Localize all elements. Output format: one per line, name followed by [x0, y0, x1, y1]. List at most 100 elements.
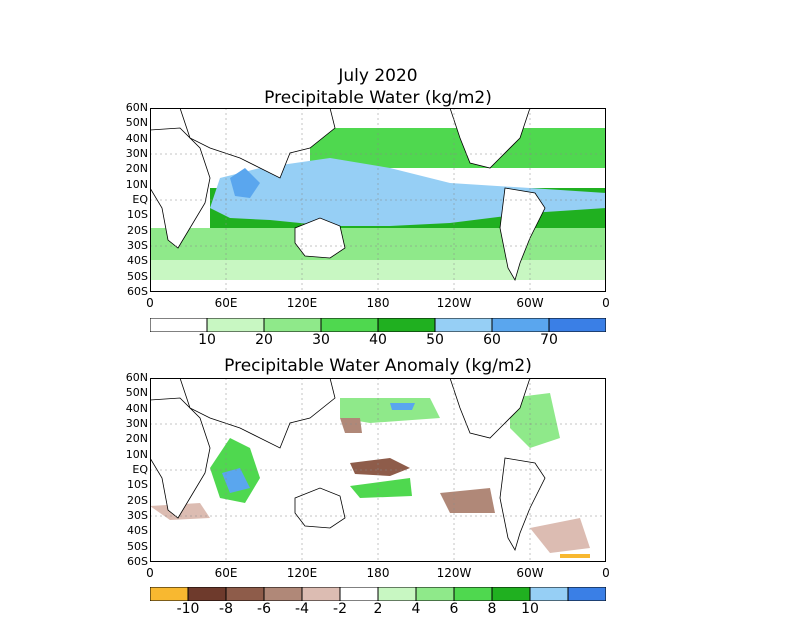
colorbar-label: 2	[373, 601, 383, 617]
colorbar-swatch	[434, 317, 493, 333]
lat-label: 20S	[127, 223, 148, 237]
grid-2	[150, 378, 606, 562]
colorbar-label: 6	[449, 601, 459, 617]
lon-axis-bottom: 0 60E 120E 180 120W 60W 0	[146, 566, 610, 580]
anomaly-neg-extreme	[560, 554, 590, 558]
lat-label: 50N	[125, 116, 148, 130]
continent-eurasia-2	[179, 378, 336, 449]
lat-label: 30S	[127, 509, 148, 522]
anomaly-pos-atlantic	[510, 393, 560, 448]
lat-axis-bottom: 60N 50N 40N 30N 20N 10N EQ 10S 20S 30S 40S 50S 60S	[100, 372, 148, 568]
lon-label: 120E	[286, 566, 318, 580]
lat-label: 20N	[125, 162, 148, 176]
lat-label: 60N	[125, 371, 148, 384]
lon-label: 60E	[214, 296, 238, 310]
colorbar-swatch	[567, 586, 607, 602]
lat-label: 50S	[127, 269, 148, 283]
colorbar-swatch	[206, 317, 265, 333]
lat-label: 30N	[125, 417, 148, 430]
continent-africa-2	[150, 397, 211, 519]
lon-label: 120W	[436, 566, 472, 580]
lon-label: 60W	[516, 566, 544, 580]
lon-label: 0	[602, 566, 610, 580]
lat-label: 60S	[127, 555, 148, 568]
lat-label: 60S	[127, 285, 148, 298]
colorbar-label: 50	[426, 332, 444, 348]
colorbar-label: 4	[411, 601, 421, 617]
lat-label: 40S	[127, 254, 148, 268]
chart-title: Precipitable Water (kg/m2)	[264, 88, 492, 108]
lat-label: 50S	[127, 539, 148, 553]
continent-australia	[294, 217, 346, 259]
continent-eurasia	[179, 108, 336, 179]
colorbar-swatch	[149, 317, 208, 333]
colorbar-label: 30	[312, 332, 330, 348]
colorbar-label: -2	[333, 601, 347, 617]
lon-axis-top: 0 60E 120E 180 120W 60W 0	[146, 296, 610, 310]
lon-label: 0	[146, 566, 154, 580]
lat-label: 40N	[125, 401, 148, 415]
lon-label: 0	[146, 296, 154, 310]
colorbar-bottom	[149, 586, 607, 602]
colorbar-swatch	[339, 586, 379, 602]
lat-label: 60N	[125, 101, 148, 114]
colorbar-bottom-labels: -10 -8 -6 -4 -2 2 4 6 8 10	[150, 601, 606, 617]
lat-label: EQ	[132, 193, 148, 206]
lat-label: 20S	[127, 493, 148, 507]
lon-label: 120W	[436, 296, 472, 310]
colorbar-top-labels: 10 20 30 40 50 60 70	[150, 332, 606, 348]
continent-australia-2	[294, 487, 346, 529]
lon-label: 0	[602, 296, 610, 310]
continent-africa	[150, 127, 211, 249]
anomaly-pos-indian-core	[222, 468, 250, 493]
precip-water-map	[150, 108, 606, 292]
colorbar-label: 40	[369, 332, 387, 348]
band-north-mid	[310, 128, 606, 168]
anomaly-neg-south-atlantic	[530, 518, 590, 553]
warm-pool-core	[230, 168, 260, 198]
colorbar-swatch	[548, 317, 607, 333]
lat-label: 10S	[127, 478, 148, 492]
grid	[150, 108, 606, 292]
continent-north-america-2	[449, 378, 531, 439]
lat-label: 10N	[125, 447, 148, 461]
colorbar-label: -4	[295, 601, 309, 617]
lat-label: 20N	[125, 432, 148, 446]
colorbar-top	[149, 317, 607, 333]
lat-label: 40S	[127, 524, 148, 538]
lon-label: 60E	[214, 566, 238, 580]
lon-label: 120E	[286, 296, 318, 310]
anomaly-neg-north-pac	[340, 418, 362, 433]
colorbar-swatch	[320, 317, 379, 333]
continent-south-america-2	[499, 457, 546, 552]
colorbar-label: 20	[255, 332, 273, 348]
colorbar-label: -6	[257, 601, 271, 617]
anomaly-pos-pacific-n	[340, 398, 440, 423]
colorbar-label: 8	[487, 601, 497, 617]
lat-label: 10S	[127, 208, 148, 222]
colorbar-swatch	[415, 586, 455, 602]
lat-label: 30S	[127, 239, 148, 252]
anomaly-title: Precipitable Water Anomaly (kg/m2)	[224, 356, 532, 376]
lat-label: 50N	[125, 386, 148, 400]
lat-label: 10N	[125, 177, 148, 191]
precip-water-anomaly-map	[150, 378, 606, 562]
colorbar-swatch	[149, 586, 189, 602]
colorbar-label: 10	[521, 601, 539, 617]
colorbar-swatch	[377, 317, 436, 333]
colorbar-label: 10	[198, 332, 216, 348]
colorbar-swatch	[187, 586, 227, 602]
continent-north-america	[449, 108, 531, 169]
colorbar-swatch	[377, 586, 417, 602]
lat-label: EQ	[132, 463, 148, 476]
colorbar-swatch	[529, 586, 569, 602]
lat-label: 30N	[125, 147, 148, 160]
lon-label: 180	[366, 566, 390, 580]
lon-label: 180	[366, 296, 390, 310]
anomaly-pos-southpac	[350, 478, 412, 498]
continent-south-america	[499, 187, 546, 282]
colorbar-label: 70	[540, 332, 558, 348]
colorbar-label: -10	[176, 601, 200, 617]
chart-date: July 2020	[338, 66, 418, 86]
colorbar-label: -8	[219, 601, 233, 617]
